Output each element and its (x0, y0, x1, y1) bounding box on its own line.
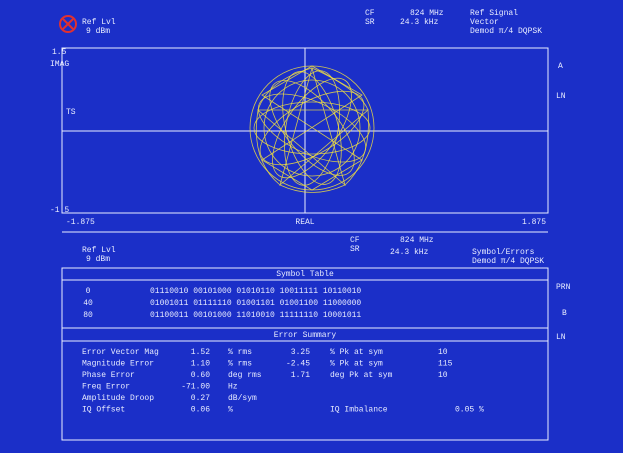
x-min: -1.875 (66, 218, 95, 227)
sr-label: SR (350, 245, 360, 254)
error-cell: 1.71 (291, 371, 310, 380)
x-label: REAL (295, 218, 314, 227)
error-cell: deg rms (228, 371, 262, 380)
y-max: 1.5 (52, 48, 67, 57)
error-cell: 0.06 (191, 406, 210, 415)
error-cell: 0.05 % (455, 406, 484, 415)
side-ln: LN (556, 92, 566, 101)
error-cell: 0.60 (191, 371, 210, 380)
error-cell: 10 (438, 348, 448, 357)
mode: Vector (470, 18, 499, 27)
mode: Symbol/Errors (472, 248, 535, 257)
ref-lvl-label: Ref Lvl (82, 246, 116, 255)
error-cell: Amplitude Droop (82, 394, 154, 403)
demod: Demod π/4 DQPSK (472, 257, 544, 266)
error-cell: 0.27 (191, 394, 210, 403)
ref-signal: Ref Signal (470, 9, 518, 18)
cf-label: CF (350, 236, 360, 245)
error-summary-title: Error Summary (274, 331, 337, 340)
error-cell: 3.25 (291, 348, 310, 357)
error-cell: 10 (438, 371, 448, 380)
error-cell: IQ Offset (82, 406, 125, 415)
ref-lvl-label: Ref Lvl (82, 18, 116, 27)
error-cell: % rms (228, 360, 252, 369)
ref-lvl: 9 dBm (86, 255, 110, 264)
error-cell: % Pk at sym (330, 360, 383, 369)
symbol-offset: 0 (86, 287, 91, 296)
error-cell: % rms (228, 348, 252, 357)
error-cell: Error Vector Mag (82, 348, 159, 357)
side-a: A (558, 62, 563, 71)
error-cell: Phase Error (82, 371, 135, 380)
error-cell: dB/sym (228, 394, 257, 403)
y-min: -1.5 (50, 206, 69, 215)
demod: Demod π/4 DQPSK (470, 27, 542, 36)
error-cell: % (228, 406, 233, 415)
error-cell: -2.45 (286, 360, 310, 369)
error-cell: Magnitude Error (82, 360, 154, 369)
symbol-bits: 01110010 00101000 01010110 10011111 1011… (150, 287, 361, 296)
error-cell: Freq Error (82, 383, 130, 392)
error-cell: 1.10 (191, 360, 210, 369)
symbol-bits: 01100011 00101000 11010010 11111110 1000… (150, 311, 361, 320)
sr: 24.3 kHz (390, 248, 429, 257)
sr-label: SR (365, 18, 375, 27)
side-ln: LN (556, 333, 566, 342)
error-cell: 115 (438, 360, 453, 369)
side-b: B (562, 309, 567, 318)
ref-lvl: 9 dBm (86, 27, 110, 36)
cf: 824 MHz (410, 9, 444, 18)
error-cell: -71.00 (181, 383, 210, 392)
symbol-offset: 40 (83, 299, 93, 308)
error-cell: Hz (228, 383, 238, 392)
table-frame (61, 267, 549, 441)
symbol-bits: 01001011 01111110 01001101 01001100 1100… (150, 299, 361, 308)
symbol-table-title: Symbol Table (276, 270, 334, 279)
error-cell: IQ Imbalance (330, 406, 388, 415)
error-cell: % Pk at sym (330, 348, 383, 357)
x-max: 1.875 (522, 218, 546, 227)
cf: 824 MHz (400, 236, 434, 245)
side-prn: PRN (556, 283, 571, 292)
error-cell: 1.52 (191, 348, 210, 357)
y-label: IMAG (50, 60, 69, 69)
logo (59, 15, 77, 33)
symbol-offset: 80 (83, 311, 93, 320)
trace-label: TS (66, 108, 76, 117)
constellation-trace (249, 65, 375, 193)
sr: 24.3 kHz (400, 18, 439, 27)
error-cell: deg Pk at sym (330, 371, 393, 380)
cf-label: CF (365, 9, 375, 18)
